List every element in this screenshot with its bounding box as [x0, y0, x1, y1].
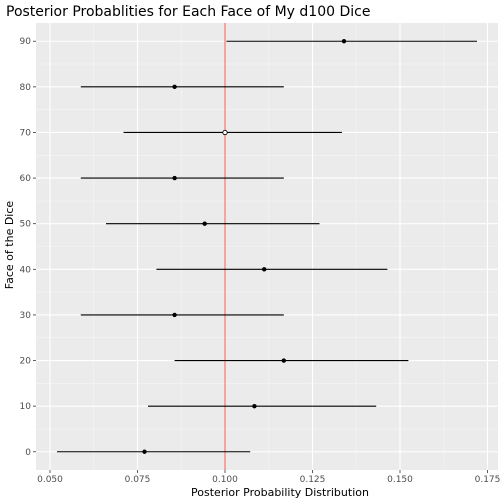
y-tick-label: 90	[20, 37, 32, 47]
x-tick-label: 0.175	[475, 475, 501, 485]
estimate-point	[172, 84, 177, 90]
x-axis-ticks: 0.050 0.075 0.100 0.125 0.150 0.175	[37, 470, 500, 485]
x-axis-label: Posterior Probability Distribution	[191, 486, 369, 499]
y-tick-label: 60	[20, 174, 32, 184]
x-tick-label: 0.075	[125, 475, 151, 485]
estimate-point	[142, 449, 147, 454]
minor-gridlines	[36, 23, 498, 470]
y-tick-label: 40	[20, 265, 32, 275]
y-tick-label: 50	[20, 220, 32, 230]
y-tick-label: 70	[20, 128, 32, 138]
x-tick-label: 0.150	[387, 475, 413, 485]
estimate-points	[142, 39, 347, 454]
estimate-point	[281, 358, 286, 363]
estimate-point	[172, 175, 177, 181]
chart-title: Posterior Probablities for Each Face of …	[6, 4, 370, 20]
y-tick-label: 10	[20, 402, 32, 412]
x-tick-label: 0.050	[37, 475, 63, 485]
error-bars	[57, 40, 477, 453]
estimate-point	[341, 39, 347, 44]
y-tick-label: 20	[20, 357, 32, 367]
estimate-point	[222, 129, 228, 136]
y-tick-label: 30	[20, 311, 32, 321]
y-tick-label: 80	[20, 83, 32, 93]
estimate-point	[262, 267, 267, 272]
y-tick-label: 0	[25, 448, 31, 458]
estimate-point	[252, 403, 257, 409]
x-tick-label: 0.100	[212, 475, 238, 485]
y-axis-label: Face of the Dice	[3, 201, 16, 290]
x-tick-label: 0.125	[300, 475, 326, 485]
estimate-point	[202, 221, 207, 226]
estimate-point	[172, 312, 177, 318]
y-axis-ticks: 0 10 20 30 40 50 60 70 80 90	[20, 37, 36, 458]
